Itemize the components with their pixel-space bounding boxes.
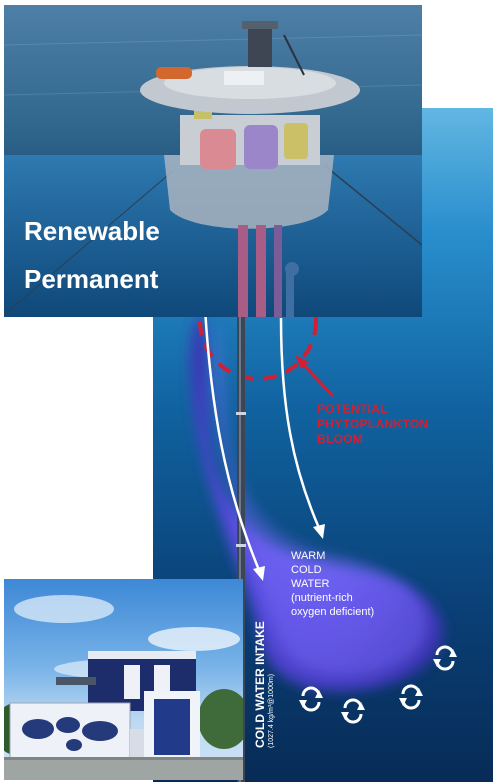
right-flow-arrow xyxy=(279,317,321,529)
cold-water-intake-label: COLD WATER INTAKE (1027.4 kg/m³@1000m) xyxy=(253,621,276,748)
phytoplankton-bloom-label: POTENTIAL PHYTOPLANKTON BLOOM xyxy=(317,402,429,446)
warm-cold-water-label: WARM COLD WATER (nutrient-rich oxygen de… xyxy=(291,550,375,618)
world-map-mural-icon xyxy=(22,717,118,751)
circulation-icon xyxy=(341,698,365,724)
otec-plant-illustration xyxy=(4,21,422,317)
right-arrowhead-icon xyxy=(313,524,325,539)
left-flow-arrow xyxy=(203,307,261,571)
solar-panel-icon xyxy=(56,677,96,685)
circulation-icon xyxy=(299,686,323,712)
circulation-icon xyxy=(433,645,457,671)
plant-building-photo xyxy=(4,579,243,780)
bloom-arrow-icon xyxy=(295,355,309,369)
permanent-label: Permanent xyxy=(24,264,159,294)
renewable-label: Renewable xyxy=(24,216,160,246)
intake-title: COLD WATER INTAKE xyxy=(253,621,267,748)
otec-plant-photo: Renewable Permanent xyxy=(4,5,422,317)
plant-hull xyxy=(164,155,334,229)
plant-intake-pipe xyxy=(238,225,248,317)
left-arrowhead-icon xyxy=(253,566,265,581)
circulation-icon xyxy=(399,684,423,710)
intake-detail: (1027.4 kg/m³@1000m) xyxy=(268,673,275,748)
building-illustration xyxy=(4,595,243,780)
